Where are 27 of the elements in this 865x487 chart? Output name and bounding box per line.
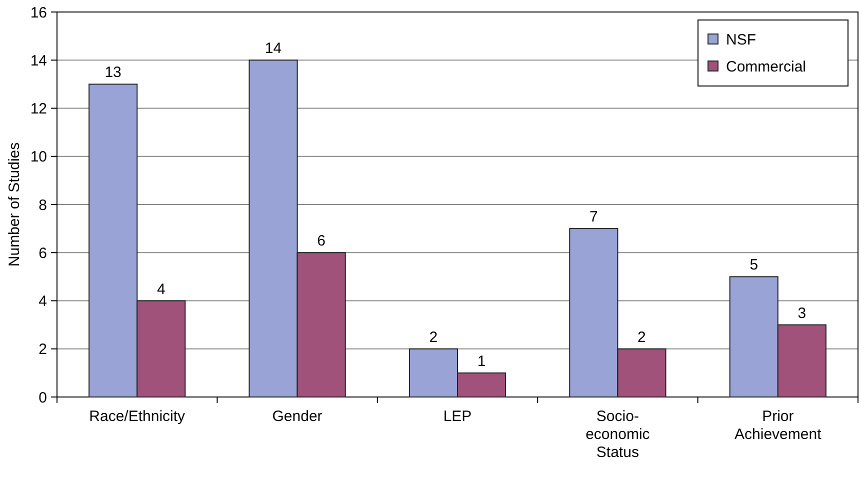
data-label: 7 bbox=[590, 208, 598, 226]
legend-label: Commercial bbox=[726, 58, 806, 76]
x-tick-label: Race/Ethnicity bbox=[89, 408, 186, 425]
data-label: 1 bbox=[477, 352, 486, 370]
data-label: 2 bbox=[429, 328, 438, 346]
y-tick-label: 4 bbox=[38, 293, 47, 310]
y-tick-label: 14 bbox=[30, 52, 47, 70]
data-label: 5 bbox=[750, 256, 758, 274]
legend-label: NSF bbox=[726, 31, 756, 48]
y-tick-label: 16 bbox=[30, 4, 47, 22]
x-tick-label: Socio- economic Status bbox=[586, 408, 650, 461]
data-label: 3 bbox=[798, 304, 806, 322]
y-tick-label: 6 bbox=[38, 244, 47, 262]
y-axis-title: Number of Studies bbox=[6, 142, 23, 267]
x-tick-label: Prior Achievement bbox=[734, 408, 822, 443]
x-tick-label: Gender bbox=[272, 408, 322, 425]
y-tick-label: 8 bbox=[38, 196, 47, 214]
data-label: 13 bbox=[104, 64, 122, 82]
data-label: 14 bbox=[264, 40, 282, 58]
y-tick-label: 0 bbox=[38, 389, 47, 406]
data-label: 6 bbox=[317, 232, 326, 250]
data-label: 4 bbox=[156, 280, 166, 298]
x-tick-label: LEP bbox=[443, 408, 472, 425]
y-tick-label: 12 bbox=[30, 100, 47, 118]
data-label: 2 bbox=[638, 328, 646, 346]
y-tick-label: 10 bbox=[30, 148, 47, 166]
y-tick-label: 2 bbox=[38, 341, 47, 358]
